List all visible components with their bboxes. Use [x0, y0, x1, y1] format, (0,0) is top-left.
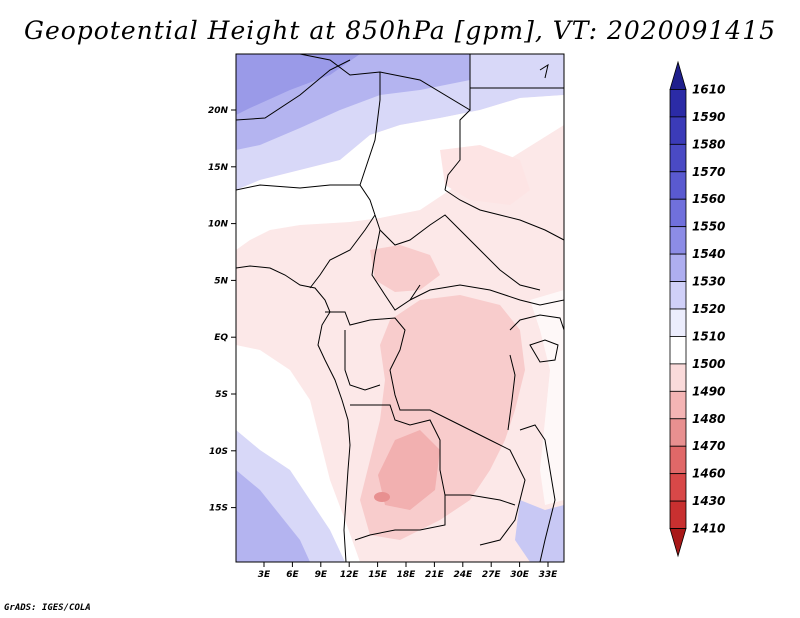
colorbar-segment: [669, 418, 687, 447]
colorbar-segment: [669, 308, 687, 337]
colorbar-level-label: 1470: [692, 439, 725, 453]
colorbar-level-label: 1580: [692, 137, 725, 151]
colorbar-level-label: 1490: [692, 384, 725, 398]
colorbar-segment: [669, 226, 687, 255]
lon-tick-label: 15E: [368, 570, 388, 580]
colorbar-segment: [669, 171, 687, 200]
lat-tick-label: 15S: [209, 504, 228, 514]
colorbar-level-label: 1530: [692, 275, 725, 289]
colorbar-level-label: 1560: [692, 192, 725, 206]
colorbar-segment: [669, 390, 687, 420]
lat-tick-label: 10S: [209, 447, 228, 457]
colorbar-level-label: 1480: [692, 412, 725, 426]
map-title: Geopotential Height at 850hPa [gpm], VT:…: [23, 16, 777, 45]
lat-tick-label: EQ: [214, 333, 228, 343]
colorbar-segment: [669, 143, 687, 173]
colorbar-level-label: 1570: [692, 165, 725, 179]
lat-tick-label: 5S: [215, 390, 228, 400]
colorbar-segment: [669, 281, 687, 310]
colorbar-level-label: 1410: [692, 522, 725, 536]
colorbar: 1610 1590 1580 1570 1560 1550 1540 1530 1520 1510…: [669, 60, 725, 558]
colorbar-segment: [669, 445, 687, 475]
colorbar-segment: [669, 473, 687, 502]
lon-tick-label: 9E: [315, 570, 328, 580]
colorbar-segment: [669, 198, 687, 228]
colorbar-level-label: 1500: [692, 357, 725, 371]
colorbar-level-label: 1610: [692, 82, 725, 96]
lon-tick-label: 6E: [286, 570, 299, 580]
lon-tick-label: 30E: [510, 570, 530, 580]
colorbar-segment: [669, 528, 687, 558]
lon-tick-label: 21E: [425, 570, 445, 580]
grads-credit: GrADS: IGES/COLA: [4, 603, 91, 613]
colorbar-segment: [669, 89, 687, 118]
colorbar-level-label: 1550: [692, 220, 725, 234]
colorbar-level-label: 1510: [692, 329, 725, 343]
lon-tick-label: 24E: [453, 570, 473, 580]
colorbar-segment: [669, 60, 687, 90]
colorbar-segment: [669, 500, 687, 529]
lat-tick-label: 20N: [208, 106, 229, 116]
country-borders: [236, 54, 564, 562]
colorbar-level-label: 1430: [692, 494, 725, 508]
latitude-axis: 20N 15N 10N 5N EQ 5S 10S 15S: [208, 106, 236, 514]
lat-tick-label: 10N: [208, 220, 229, 230]
lon-tick-label: 33E: [539, 570, 559, 580]
colorbar-segment: [669, 116, 687, 145]
lon-tick-label: 3E: [258, 570, 271, 580]
longitude-axis: 3E 6E 9E 12E 15E 18E 21E 24E 27E 30E 33E: [258, 562, 558, 580]
lon-tick-label: 12E: [340, 570, 360, 580]
colorbar-level-label: 1590: [692, 110, 725, 124]
lon-tick-label: 18E: [397, 570, 417, 580]
colorbar-level-label: 1540: [692, 247, 725, 261]
colorbar-level-label: 1520: [692, 302, 725, 316]
colorbar-level-label: 1460: [692, 467, 725, 481]
height-field: [236, 54, 564, 562]
lat-tick-label: 15N: [208, 163, 229, 173]
lon-tick-label: 27E: [482, 570, 502, 580]
colorbar-segment: [669, 363, 687, 392]
colorbar-segment: [669, 253, 687, 282]
colorbar-segment: [669, 336, 687, 365]
lat-tick-label: 5N: [214, 276, 228, 286]
map-frame: [235, 53, 565, 563]
